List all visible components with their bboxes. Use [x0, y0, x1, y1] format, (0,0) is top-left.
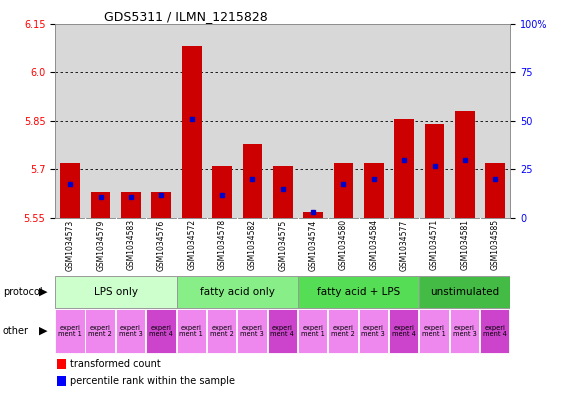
- Text: GSM1034578: GSM1034578: [218, 219, 227, 270]
- Bar: [242, 143, 262, 218]
- Text: experi
ment 3: experi ment 3: [119, 325, 143, 337]
- Bar: [273, 166, 293, 218]
- Text: experi
ment 3: experi ment 3: [452, 325, 476, 337]
- Bar: [146, 309, 176, 353]
- Bar: [182, 46, 202, 218]
- Bar: [485, 163, 505, 218]
- Text: protocol: protocol: [3, 287, 42, 297]
- Text: GSM1034571: GSM1034571: [430, 219, 439, 270]
- Bar: [207, 309, 236, 353]
- Text: experi
ment 2: experi ment 2: [331, 325, 355, 337]
- Bar: [116, 309, 145, 353]
- Text: GSM1034579: GSM1034579: [96, 219, 105, 270]
- Bar: [55, 309, 85, 353]
- Text: experi
ment 1: experi ment 1: [422, 325, 446, 337]
- Text: ▶: ▶: [39, 287, 48, 297]
- Bar: [57, 359, 66, 369]
- Text: GSM1034581: GSM1034581: [461, 219, 469, 270]
- Text: transformed count: transformed count: [70, 358, 161, 369]
- Bar: [57, 376, 66, 386]
- Text: experi
ment 1: experi ment 1: [301, 325, 325, 337]
- Text: GSM1034582: GSM1034582: [248, 219, 257, 270]
- Bar: [90, 192, 111, 218]
- Text: experi
ment 4: experi ment 4: [392, 325, 416, 337]
- Bar: [176, 309, 206, 353]
- Bar: [298, 309, 327, 353]
- Bar: [425, 124, 444, 218]
- Text: experi
ment 3: experi ment 3: [240, 325, 264, 337]
- Text: experi
ment 1: experi ment 1: [179, 325, 203, 337]
- Bar: [60, 163, 80, 218]
- Text: GSM1034573: GSM1034573: [66, 219, 75, 270]
- Bar: [364, 163, 384, 218]
- Bar: [389, 309, 418, 353]
- Bar: [267, 309, 297, 353]
- Bar: [419, 276, 510, 308]
- Bar: [85, 309, 115, 353]
- Bar: [298, 276, 419, 308]
- Text: GSM1034585: GSM1034585: [491, 219, 500, 270]
- Bar: [176, 276, 298, 308]
- Text: ▶: ▶: [39, 326, 48, 336]
- Bar: [237, 309, 267, 353]
- Bar: [455, 111, 475, 218]
- Text: other: other: [3, 326, 29, 336]
- Bar: [358, 309, 388, 353]
- Text: GSM1034580: GSM1034580: [339, 219, 348, 270]
- Bar: [328, 309, 358, 353]
- Bar: [55, 276, 176, 308]
- Text: experi
ment 4: experi ment 4: [483, 325, 507, 337]
- Bar: [450, 309, 479, 353]
- Text: unstimulated: unstimulated: [430, 287, 499, 297]
- Text: GDS5311 / ILMN_1215828: GDS5311 / ILMN_1215828: [104, 10, 268, 23]
- Bar: [419, 309, 449, 353]
- Text: GSM1034576: GSM1034576: [157, 219, 166, 270]
- Text: experi
ment 4: experi ment 4: [270, 325, 294, 337]
- Text: percentile rank within the sample: percentile rank within the sample: [70, 376, 235, 386]
- Text: experi
ment 2: experi ment 2: [88, 325, 112, 337]
- Text: GSM1034577: GSM1034577: [400, 219, 409, 270]
- Text: GSM1034584: GSM1034584: [369, 219, 378, 270]
- Bar: [151, 192, 171, 218]
- Bar: [480, 309, 509, 353]
- Text: LPS only: LPS only: [94, 287, 138, 297]
- Bar: [121, 192, 141, 218]
- Text: fatty acid + LPS: fatty acid + LPS: [317, 287, 400, 297]
- Bar: [303, 211, 323, 218]
- Text: GSM1034575: GSM1034575: [278, 219, 287, 270]
- Bar: [394, 119, 414, 218]
- Bar: [334, 163, 353, 218]
- Text: experi
ment 3: experi ment 3: [361, 325, 385, 337]
- Bar: [212, 166, 232, 218]
- Text: experi
ment 4: experi ment 4: [149, 325, 173, 337]
- Text: GSM1034572: GSM1034572: [187, 219, 196, 270]
- Text: GSM1034583: GSM1034583: [126, 219, 136, 270]
- Text: fatty acid only: fatty acid only: [200, 287, 275, 297]
- Text: experi
ment 1: experi ment 1: [58, 325, 82, 337]
- Text: experi
ment 2: experi ment 2: [209, 325, 234, 337]
- Text: GSM1034574: GSM1034574: [309, 219, 318, 270]
